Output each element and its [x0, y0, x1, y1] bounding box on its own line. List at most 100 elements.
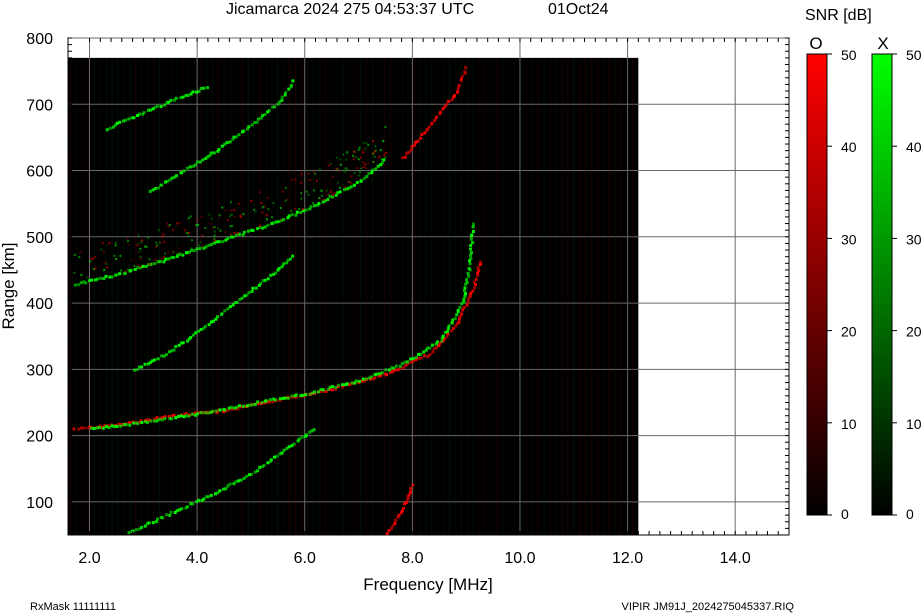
trace-point [445, 335, 449, 339]
spread-echo-point [338, 186, 341, 189]
trace-point [391, 524, 395, 528]
trace-point [118, 272, 122, 276]
spread-echo-point [263, 205, 266, 208]
trace-point [435, 346, 438, 350]
trace-point [226, 307, 230, 311]
spread-echo-point [138, 250, 141, 253]
trace-point [220, 144, 224, 148]
spread-echo-point [144, 245, 147, 248]
spread-echo-point [187, 217, 190, 220]
trace-point [282, 448, 286, 452]
trace-point [145, 418, 149, 422]
spread-echo-point [350, 175, 353, 178]
trace-point [396, 515, 400, 519]
trace-point [157, 418, 161, 422]
spread-echo-point [157, 229, 160, 232]
trace-point [79, 281, 83, 285]
trace-point [409, 487, 413, 491]
spread-echo-point [120, 269, 123, 272]
spread-echo-point [357, 148, 360, 151]
trace-point [97, 426, 101, 430]
trace-point [324, 390, 328, 393]
trace-point [423, 354, 427, 358]
trace-point [212, 241, 216, 245]
trace-point [296, 439, 300, 443]
spread-echo-point [305, 190, 308, 193]
trace-point [225, 141, 229, 145]
trace-point [302, 209, 305, 213]
trace-point [156, 357, 160, 361]
trace-point [257, 283, 261, 287]
spread-echo-point [191, 239, 193, 242]
trace-point [304, 393, 308, 397]
trace-point [139, 419, 143, 422]
trace-point [255, 120, 259, 124]
spread-echo-point [230, 209, 233, 212]
trace-point [404, 155, 407, 159]
spread-echo-point [197, 223, 200, 226]
x-colorbar [871, 53, 893, 516]
trace-point [406, 497, 410, 501]
trace-point [152, 419, 156, 423]
spread-echo-point [252, 208, 255, 211]
trace-point [230, 407, 234, 411]
spread-echo-point [308, 179, 310, 182]
spread-echo-point [102, 242, 105, 245]
trace-point [156, 260, 160, 264]
trace-point [250, 472, 253, 476]
spread-echo-point [136, 242, 139, 245]
trace-point [309, 205, 313, 209]
trace-point [137, 365, 141, 369]
trace-point [464, 282, 467, 286]
trace-point [465, 281, 469, 285]
trace-point [157, 186, 160, 190]
trace-point [135, 266, 139, 270]
trace-point [132, 529, 136, 533]
trace-point [248, 473, 252, 477]
trace-point [378, 372, 382, 376]
trace-point [467, 274, 471, 278]
trace-point [462, 297, 466, 301]
spread-echo-point [315, 179, 318, 182]
trace-point [82, 280, 86, 284]
o-colorbar [806, 53, 828, 516]
spread-echo-point [258, 225, 261, 228]
trace-point [90, 278, 94, 282]
trace-point [285, 447, 289, 451]
trace-point [326, 388, 330, 391]
trace-point [239, 478, 243, 482]
trace-point [197, 329, 201, 333]
trace-point [241, 404, 245, 408]
trace-point [235, 301, 239, 304]
trace-point [316, 203, 320, 207]
trace-point [428, 353, 432, 356]
trace-point [235, 135, 238, 139]
trace-point [181, 95, 185, 99]
trace-point [379, 163, 383, 167]
trace-point [328, 195, 332, 199]
spread-echo-point [126, 268, 129, 271]
trace-point [164, 180, 167, 184]
trace-point [354, 379, 358, 383]
spread-echo-point [239, 215, 242, 218]
x-tick-label: 2.0 [78, 550, 100, 567]
trace-point [208, 153, 212, 157]
spread-echo-point [187, 234, 190, 237]
trace-point [401, 156, 405, 160]
trace-point [291, 254, 295, 258]
trace-point [168, 417, 172, 421]
data-region [68, 57, 639, 535]
trace-point [92, 427, 96, 430]
trace-point [308, 430, 312, 434]
spread-echo-point [224, 209, 227, 212]
trace-point [476, 271, 479, 275]
colorbar-tick-label: 10 [906, 416, 922, 432]
trace-point [145, 420, 149, 424]
trace-point [477, 269, 481, 273]
trace-point [259, 281, 263, 285]
trace-point [313, 204, 317, 208]
trace-point [124, 423, 128, 427]
spread-echo-point [242, 213, 245, 216]
spread-echo-point [251, 200, 253, 203]
